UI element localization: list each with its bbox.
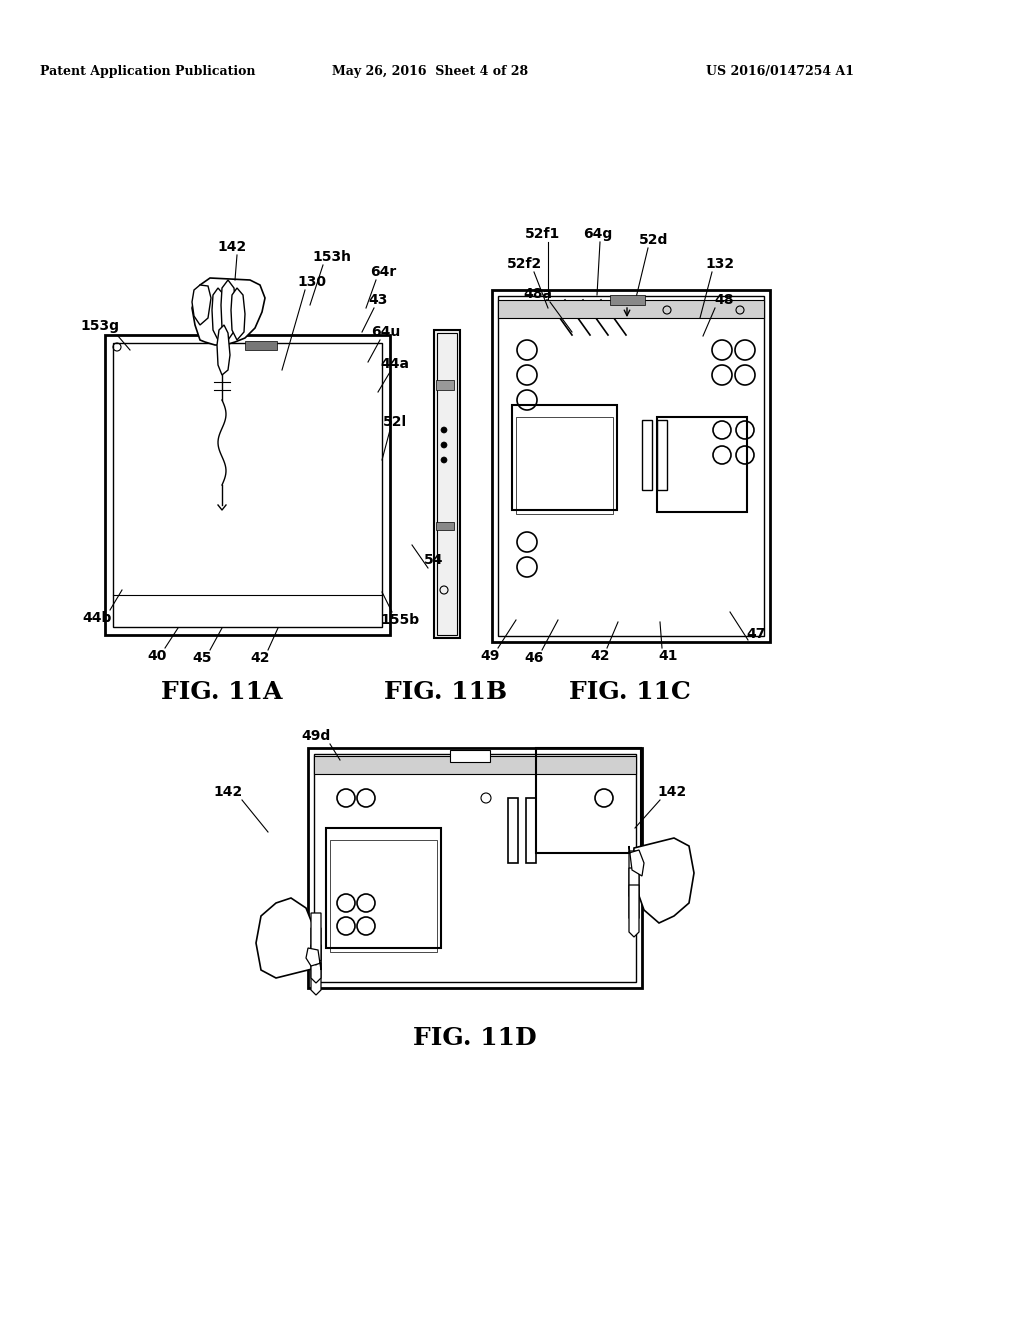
Text: 64u: 64u	[372, 325, 400, 339]
Bar	[314, 754, 636, 982]
Bar	[436, 380, 454, 389]
Text: 52f1: 52f1	[524, 227, 560, 242]
Text: FIG. 11C: FIG. 11C	[569, 680, 691, 704]
Bar	[437, 333, 457, 635]
Polygon shape	[256, 898, 318, 978]
Polygon shape	[632, 838, 694, 923]
Polygon shape	[629, 884, 639, 937]
Polygon shape	[629, 851, 639, 902]
Bar	[436, 521, 454, 531]
Text: 155b: 155b	[381, 612, 420, 627]
Polygon shape	[231, 288, 245, 341]
Text: 142: 142	[213, 785, 243, 799]
Text: 41: 41	[658, 649, 678, 663]
Bar	[516, 417, 613, 513]
Circle shape	[441, 426, 447, 433]
Bar	[657, 420, 667, 490]
Text: FIG. 11D: FIG. 11D	[414, 1026, 537, 1049]
Text: 47: 47	[746, 627, 766, 642]
Text: 45: 45	[193, 651, 212, 665]
Text: FIG. 11A: FIG. 11A	[161, 680, 283, 704]
Text: 52f2: 52f2	[507, 257, 542, 271]
Bar	[450, 750, 490, 762]
Bar	[434, 330, 460, 638]
Bar	[498, 296, 764, 636]
Text: 142: 142	[657, 785, 687, 799]
Bar	[512, 405, 617, 510]
Text: 52l: 52l	[383, 414, 408, 429]
Text: 142: 142	[217, 240, 247, 253]
Circle shape	[441, 442, 447, 447]
Bar	[536, 748, 641, 853]
Bar	[642, 420, 652, 490]
Polygon shape	[629, 846, 644, 876]
Polygon shape	[306, 948, 321, 970]
Bar	[326, 828, 441, 948]
Polygon shape	[212, 288, 226, 341]
Text: FIG. 11B: FIG. 11B	[384, 680, 508, 704]
Bar	[308, 748, 642, 987]
Text: 40: 40	[147, 649, 167, 663]
Bar	[105, 335, 390, 635]
Text: 44b: 44b	[82, 611, 112, 624]
Text: 153g: 153g	[81, 319, 120, 333]
Text: 132: 132	[706, 257, 734, 271]
Text: 42: 42	[250, 651, 269, 665]
Text: Patent Application Publication: Patent Application Publication	[40, 66, 256, 78]
Bar	[330, 840, 437, 952]
Text: 64r: 64r	[370, 265, 396, 279]
Text: 46: 46	[524, 651, 544, 665]
Polygon shape	[311, 928, 321, 983]
Bar	[508, 799, 518, 863]
Text: May 26, 2016  Sheet 4 of 28: May 26, 2016 Sheet 4 of 28	[332, 66, 528, 78]
Polygon shape	[193, 285, 211, 325]
Text: 54: 54	[424, 553, 443, 568]
Polygon shape	[193, 279, 265, 345]
Text: 48: 48	[715, 293, 734, 308]
Text: 49: 49	[480, 649, 500, 663]
Bar	[492, 290, 770, 642]
Bar	[610, 294, 645, 305]
Text: 44a: 44a	[381, 356, 410, 371]
Text: 49d: 49d	[301, 729, 331, 743]
Text: 153h: 153h	[312, 249, 351, 264]
Text: 130: 130	[298, 275, 327, 289]
Text: 42: 42	[590, 649, 609, 663]
Bar	[245, 341, 278, 350]
Polygon shape	[221, 280, 236, 341]
Text: 48a: 48a	[523, 286, 553, 301]
Bar	[526, 799, 536, 863]
Bar	[498, 300, 764, 318]
Text: 43: 43	[369, 293, 388, 308]
Polygon shape	[311, 913, 321, 965]
Polygon shape	[311, 945, 321, 995]
Text: US 2016/0147254 A1: US 2016/0147254 A1	[706, 66, 854, 78]
Polygon shape	[217, 325, 230, 375]
Bar	[657, 417, 746, 512]
Bar	[314, 756, 636, 774]
Polygon shape	[629, 869, 639, 923]
Bar	[113, 343, 382, 627]
Text: 52d: 52d	[639, 234, 669, 247]
Text: 64g: 64g	[584, 227, 612, 242]
Circle shape	[441, 457, 447, 463]
